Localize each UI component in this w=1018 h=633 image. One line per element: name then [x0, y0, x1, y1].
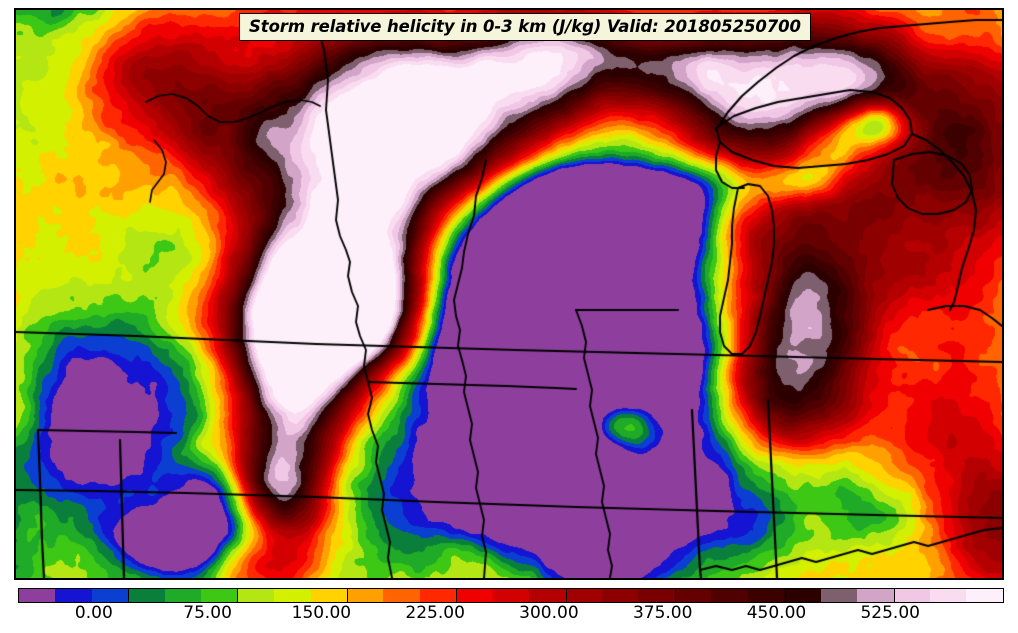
colorbar-swatch [966, 589, 1003, 602]
colorbar-tick-label: 450.00 [746, 603, 807, 623]
colorbar-swatch [893, 589, 930, 602]
colorbar-tick-label: 225.00 [405, 603, 465, 623]
colorbar-swatch [274, 589, 311, 602]
colorbar-swatch [346, 589, 384, 602]
colorbar-tick-label: 75.00 [183, 603, 232, 623]
colorbar-swatch [383, 589, 420, 602]
colorbar-tick-label: 375.00 [632, 603, 693, 623]
colorbar-swatch [128, 589, 165, 602]
map-title: Storm relative helicity in 0-3 km (J/kg)… [239, 13, 811, 41]
colorbar-swatch [638, 589, 675, 602]
colorbar-swatch [55, 589, 92, 602]
map-panel [14, 8, 1004, 580]
state-boundaries-canvas [16, 10, 1002, 578]
colorbar-swatch [492, 589, 530, 602]
colorbar-swatch [419, 589, 457, 602]
colorbar-swatch [19, 589, 56, 602]
colorbar-swatch [91, 589, 129, 602]
colorbar-swatch [164, 589, 202, 602]
colorbar-swatch [456, 589, 493, 602]
colorbar-swatch [857, 589, 894, 602]
colorbar-tick-label: 525.00 [860, 603, 920, 623]
colorbar-swatch [602, 589, 639, 602]
colorbar-swatch [310, 589, 347, 602]
colorbar-swatch [201, 589, 238, 602]
colorbar [18, 588, 1004, 603]
colorbar-tick-label: 150.00 [291, 603, 352, 623]
colorbar-tick-label: 300.00 [519, 603, 579, 623]
colorbar-swatch [747, 589, 785, 602]
colorbar-swatch [237, 589, 275, 602]
colorbar-swatch [784, 589, 821, 602]
colorbar-swatch [711, 589, 748, 602]
colorbar-swatch [529, 589, 566, 602]
colorbar-tick-labels: 0.00 75.00 150.00 225.00 300.00 375.00 450.00 5… [0, 603, 1018, 629]
colorbar-swatch [820, 589, 858, 602]
colorbar-gradient [18, 588, 1004, 603]
colorbar-swatch [929, 589, 967, 602]
colorbar-swatch [565, 589, 602, 602]
colorbar-swatch [674, 589, 712, 602]
colorbar-tick-label: 0.00 [74, 603, 113, 623]
